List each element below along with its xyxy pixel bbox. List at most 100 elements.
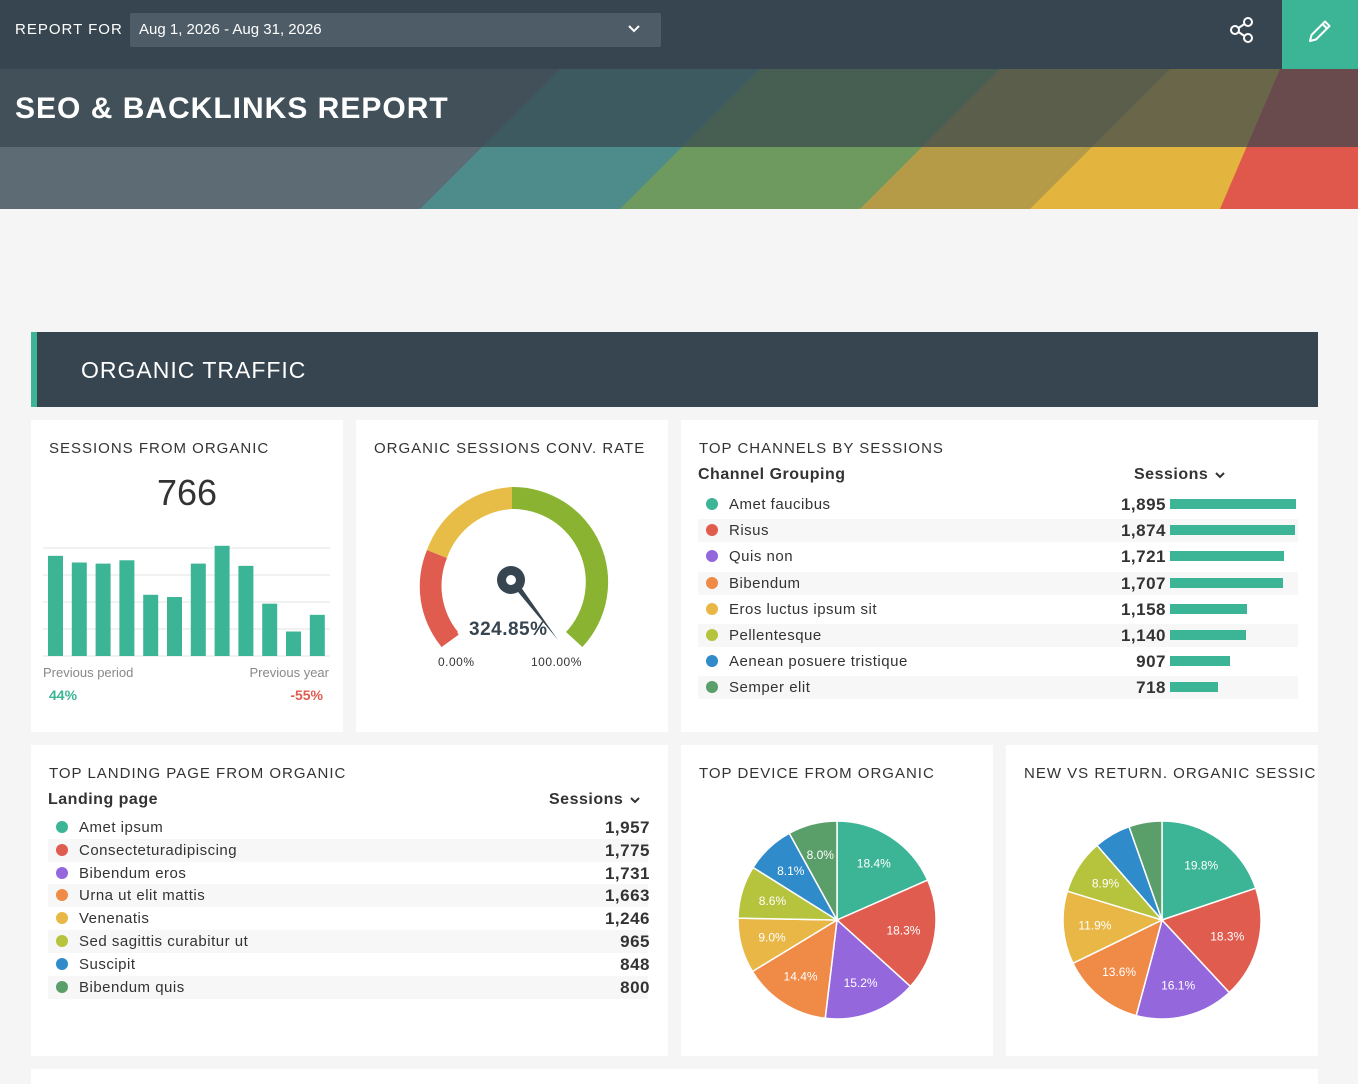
pie-slice xyxy=(1071,918,1164,1017)
row-value: 800 xyxy=(620,977,650,997)
sort-chevron-icon xyxy=(1215,472,1225,479)
row-label: Sed sagittis curabitur ut xyxy=(79,933,249,950)
prev-year-value: -55% xyxy=(290,687,323,703)
row-label: Eros luctus ipsum sit xyxy=(729,600,878,618)
bar xyxy=(48,555,63,656)
pie-slice-label: 18.3% xyxy=(886,924,920,938)
row-value: 848 xyxy=(620,954,650,974)
legend-dot xyxy=(56,889,68,902)
pie-slice xyxy=(1160,887,1262,994)
pie-slice-label: 19.8% xyxy=(1184,858,1218,872)
pie-slice-label: 8.6% xyxy=(759,894,787,908)
card-title: ORGANIC SESSIONS CONV. RATE xyxy=(374,440,646,457)
prev-period-label: Previous period xyxy=(43,665,134,680)
table-row: Bibendum quis 800 xyxy=(48,975,650,999)
table-row: Bibendum 1,707 xyxy=(698,571,1298,595)
card-title: TOP CHANNELS BY SESSIONS xyxy=(699,440,944,457)
row-label: Urna ut elit mattis xyxy=(79,887,206,905)
new-vs-return-pie-chart: 19.8% 18.3% 16.1% 13.6% 11.9% 8.9% xyxy=(1062,820,1262,1020)
row-value: 1,874 xyxy=(1120,521,1166,541)
page-title: SEO & BACKLINKS REPORT xyxy=(15,92,449,125)
table-row: Risus 1,874 xyxy=(698,519,1298,543)
row-value: 1,775 xyxy=(604,840,650,860)
row-value: 1,707 xyxy=(1120,573,1166,593)
section-title: ORGANIC TRAFFIC xyxy=(81,357,307,383)
row-label: Quis non xyxy=(729,548,794,566)
gauge-segment-yellow xyxy=(427,487,512,558)
table-row: Consecteturadipiscing 1,775 xyxy=(48,838,650,862)
col-header-sessions[interactable]: Sessions xyxy=(1134,466,1226,484)
bar xyxy=(214,545,230,656)
pie-slice-label: 11.9% xyxy=(1078,918,1111,932)
date-range-select[interactable]: Aug 1, 2026 - Aug 31, 2026 xyxy=(130,13,661,47)
row-bar xyxy=(1170,603,1247,614)
pencil-icon xyxy=(1309,20,1331,42)
pie-slice xyxy=(824,918,912,1020)
legend-dot xyxy=(56,866,68,879)
pie-slice xyxy=(788,820,838,921)
col-header-sessions[interactable]: Sessions xyxy=(549,791,641,809)
row-label: Risus xyxy=(729,522,770,540)
legend-dot xyxy=(56,935,68,947)
legend-dot xyxy=(706,629,718,641)
bar xyxy=(262,603,278,656)
row-bar xyxy=(1170,630,1246,640)
sessions-card: SESSIONS FROM ORGANIC 766 Previous perio… xyxy=(31,420,343,732)
card-title: TOP DEVICE FROM ORGANIC xyxy=(699,765,935,782)
bar xyxy=(167,597,182,656)
row-label: Pellentesque xyxy=(729,627,822,644)
section-header-organic-traffic: ORGANIC TRAFFIC xyxy=(31,332,1318,407)
legend-dot xyxy=(706,681,718,694)
table-row: Quis non 1,721 xyxy=(698,545,1298,568)
pie-slice-label: 9.0% xyxy=(758,931,786,945)
row-bar xyxy=(1170,682,1218,693)
row-bar xyxy=(1170,525,1295,536)
legend-dot xyxy=(56,912,68,925)
table-row: Venenatis 1,246 xyxy=(48,907,650,930)
row-value: 1,246 xyxy=(604,909,650,929)
row-value: 965 xyxy=(620,932,650,951)
table-row: Semper elit 718 xyxy=(698,676,1298,700)
pie-slice-label: 13.6% xyxy=(1102,965,1136,979)
row-value: 1,158 xyxy=(1120,599,1166,619)
banner-stripes xyxy=(0,69,1358,209)
table-row: Bibendum eros 1,731 xyxy=(48,862,649,885)
sessions-bar-chart xyxy=(43,545,330,657)
table-row: Eros luctus ipsum sit 1,158 xyxy=(698,598,1298,621)
report-for-label: REPORT FOR xyxy=(15,21,123,38)
row-label: Suscipit xyxy=(79,955,136,973)
row-label: Amet faucibus xyxy=(729,496,831,513)
top-channels-card: TOP CHANNELS BY SESSIONS Channel Groupin… xyxy=(681,420,1318,732)
conv-rate-gauge xyxy=(419,486,609,647)
row-value: 1,895 xyxy=(1120,495,1166,514)
card-title: TOP LANDING PAGE FROM ORGANIC xyxy=(49,765,347,782)
row-bar xyxy=(1170,499,1296,509)
bar xyxy=(95,563,111,656)
legend-dot xyxy=(706,576,718,589)
share-icon[interactable] xyxy=(1228,16,1256,44)
pie-slice xyxy=(751,918,838,1020)
pie-slice-label: 8.1% xyxy=(777,864,805,878)
legend-dot xyxy=(706,655,718,668)
row-label: Semper elit xyxy=(729,679,811,697)
pie-slice xyxy=(836,820,929,922)
pie-slice xyxy=(1062,890,1165,965)
pie-slice-label: 8.9% xyxy=(1092,876,1120,890)
row-bar xyxy=(1170,577,1284,588)
row-label: Aenean posuere tristique xyxy=(729,653,908,671)
next-card-edge xyxy=(31,1069,1318,1084)
col-header-channel: Channel Grouping xyxy=(698,466,846,483)
bar xyxy=(71,562,87,656)
pie-slice-label: 18.3% xyxy=(1210,930,1244,944)
top-bar: REPORT FOR Aug 1, 2026 - Aug 31, 2026 xyxy=(0,0,1358,69)
edit-button[interactable] xyxy=(1282,0,1358,69)
row-label: Bibendum eros xyxy=(79,864,187,882)
legend-dot xyxy=(706,602,718,615)
pie-slice xyxy=(1135,918,1231,1020)
chevron-down-icon xyxy=(628,25,640,33)
bar xyxy=(119,560,135,656)
date-range-value: Aug 1, 2026 - Aug 31, 2026 xyxy=(139,21,322,38)
col-header-landing: Landing page xyxy=(48,791,158,808)
bar xyxy=(143,594,159,656)
pie-slice xyxy=(835,879,937,988)
